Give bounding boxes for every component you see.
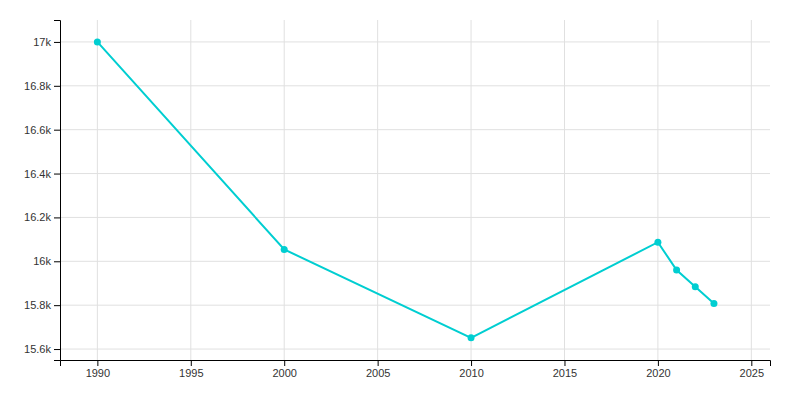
tick-mark xyxy=(97,360,98,366)
tick-mark xyxy=(658,360,659,366)
grid-line xyxy=(60,217,770,218)
tick-mark xyxy=(54,217,60,218)
axis-line xyxy=(54,21,61,361)
x-tick: 2000 xyxy=(272,360,296,379)
grid-line xyxy=(60,261,770,262)
tick-mark xyxy=(54,305,60,306)
y-tick: 16.8k xyxy=(24,80,60,92)
y-axis: 15.6k 15.8k 16k 16.2k 16.4k 16.6k 16.8k 17k xyxy=(24,21,60,361)
tick-mark xyxy=(54,42,60,43)
grid-line xyxy=(284,20,285,360)
grid-line xyxy=(377,20,378,360)
tick-mark xyxy=(54,86,60,87)
grid-line xyxy=(60,85,770,86)
tick-mark xyxy=(284,360,285,366)
tick-mark xyxy=(378,360,379,366)
x-tick: 2005 xyxy=(366,360,390,379)
grid xyxy=(60,20,770,360)
grid-line xyxy=(657,20,658,360)
tick-mark xyxy=(751,360,752,366)
point xyxy=(281,246,288,253)
x-tick: 1990 xyxy=(86,360,110,379)
point xyxy=(710,300,717,307)
grid-line xyxy=(60,349,770,350)
x-axis: 1990 1995 2000 2005 2010 2015 2020 2025 xyxy=(61,360,771,379)
grid-line xyxy=(751,20,752,360)
tick-label: 1995 xyxy=(179,367,203,379)
tick-label: 16.6k xyxy=(24,124,51,136)
tick-label: 2010 xyxy=(459,367,483,379)
grid-line xyxy=(60,129,770,130)
tick-label: 1990 xyxy=(86,367,110,379)
grid-line xyxy=(564,20,565,360)
tick-label: 16.4k xyxy=(24,168,51,180)
tick-label: 17k xyxy=(33,36,51,48)
line xyxy=(97,42,714,338)
tick-label: 16k xyxy=(33,255,51,267)
y-tick: 16k xyxy=(33,255,60,267)
tick-label: 2015 xyxy=(553,367,577,379)
y-tick: 15.8k xyxy=(24,299,60,311)
tick-label: 2025 xyxy=(740,367,764,379)
axis-line xyxy=(61,361,771,367)
tick-label: 2020 xyxy=(646,367,670,379)
grid-line xyxy=(97,20,98,360)
tick-mark xyxy=(54,130,60,131)
tick-mark xyxy=(471,360,472,366)
tick-label: 2005 xyxy=(366,367,390,379)
x-tick: 2010 xyxy=(459,360,483,379)
grid-line xyxy=(190,20,191,360)
point xyxy=(692,283,699,290)
y-tick: 17k xyxy=(33,36,60,48)
marks xyxy=(94,38,718,341)
y-tick: 16.2k xyxy=(24,211,60,223)
grid-line xyxy=(60,305,770,306)
x-tick: 2020 xyxy=(646,360,670,379)
tick-mark xyxy=(564,360,565,366)
grid-line xyxy=(471,20,472,360)
tick-label: 15.8k xyxy=(24,299,51,311)
tick-label: 16.8k xyxy=(24,80,51,92)
point xyxy=(94,38,101,45)
tick-mark xyxy=(191,360,192,366)
x-tick: 2025 xyxy=(740,360,764,379)
tick-label: 16.2k xyxy=(24,211,51,223)
tick-mark xyxy=(54,349,60,350)
tick-label: 15.6k xyxy=(24,343,51,355)
y-tick: 16.4k xyxy=(24,168,60,180)
plot: 1990199520002005201020152020202515.6k15.… xyxy=(24,20,770,379)
y-tick: 15.6k xyxy=(24,343,60,355)
tick-label: 2000 xyxy=(272,367,296,379)
tick-mark xyxy=(54,261,60,262)
tick-mark xyxy=(54,174,60,175)
x-tick: 2015 xyxy=(553,360,577,379)
y-tick: 16.6k xyxy=(24,124,60,136)
grid-line xyxy=(60,173,770,174)
point xyxy=(673,267,680,274)
point xyxy=(654,239,661,246)
chart: 1990199520002005201020152020202515.6k15.… xyxy=(0,0,800,400)
grid-line xyxy=(60,41,770,42)
x-tick: 1995 xyxy=(179,360,203,379)
point xyxy=(468,334,475,341)
